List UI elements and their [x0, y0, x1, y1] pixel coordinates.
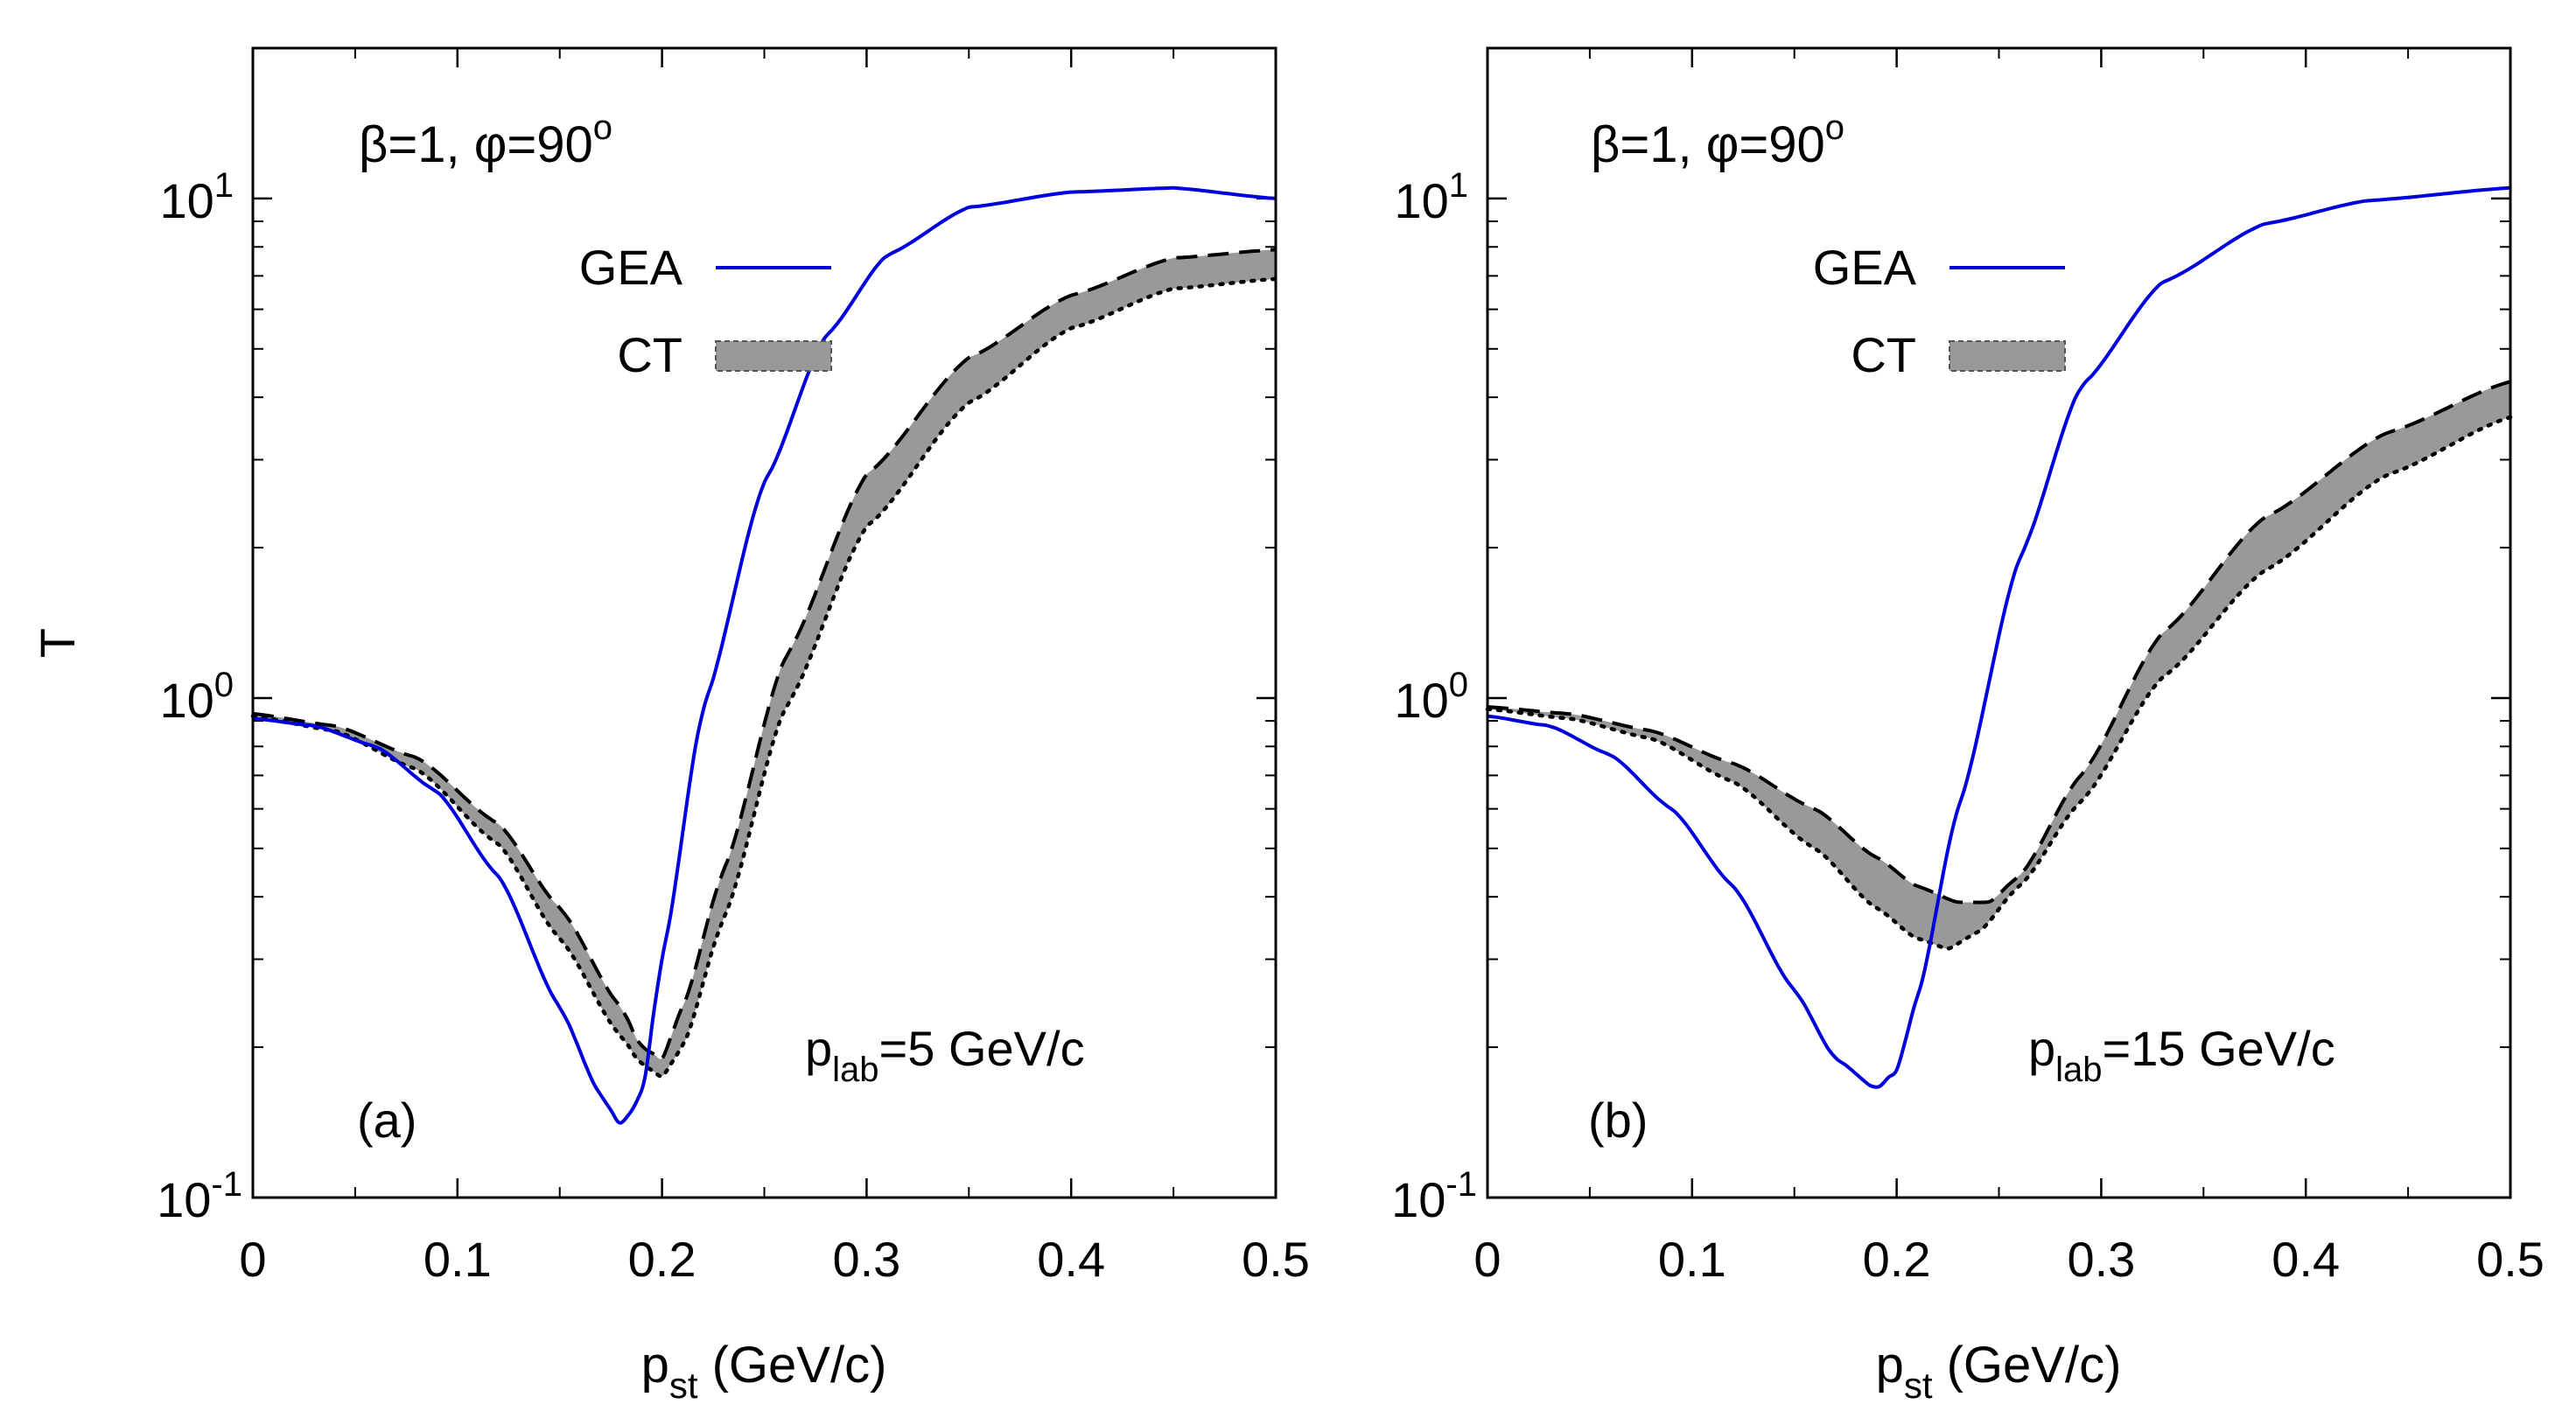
- panel-a-gea-line: [252, 185, 1277, 1125]
- panel-a: 0 0.1 0.2 0.3 0.4 0.5 10-1 100 101 β=1, φ=90o GE…: [157, 46, 1310, 1406]
- panel-a-ct-band-fill: [253, 249, 1276, 1077]
- panel-a-xtick-label: 0: [239, 1232, 266, 1287]
- panel-b-ytick-label: 100: [1394, 666, 1468, 728]
- panel-a-ct-band: [253, 249, 1276, 1077]
- panel-b-annotation: β=1, φ=90o: [1591, 108, 1844, 173]
- panel-a-ytick-label: 100: [159, 666, 234, 728]
- panel-a-legend-ct-swatch: [715, 340, 832, 372]
- panel-a-xtick-label: 0.1: [424, 1232, 492, 1287]
- panel-b-frame: [1486, 46, 2512, 1199]
- panel-b-xtick-label: 0.5: [2476, 1232, 2544, 1287]
- panel-b-gea-line: [1487, 185, 2511, 1089]
- panel-b-xtick-label: 0: [1474, 1232, 1501, 1287]
- panel-b-legend-gea-label: GEA: [1813, 240, 1917, 295]
- panel-a-ytick-label: 10-1: [157, 1165, 242, 1227]
- panel-b-ytick-label: 10-1: [1391, 1165, 1477, 1227]
- panel-b-ct-band: [1488, 381, 2510, 949]
- panel-b-ct-dotted-line: [1485, 415, 2513, 951]
- panel-a-annotation: β=1, φ=90o: [359, 108, 612, 173]
- panel-a-legend-ct-label: CT: [617, 327, 682, 382]
- panel-a-ct-dashed-line: [252, 248, 1277, 1061]
- panel-a-x-axis-label: pst (GeV/c): [641, 1337, 887, 1406]
- panel-b-ytick-label: 101: [1394, 166, 1468, 228]
- panel-b-ticks: 0 0.1 0.2 0.3 0.4 0.5 10-1 100 101: [1391, 47, 2544, 1287]
- panel-b-ct-dashed-line: [1487, 380, 2511, 905]
- panel-a-plab: plab=5 GeV/c: [805, 1021, 1085, 1089]
- panel-b-x-axis-label: pst (GeV/c): [1876, 1337, 2122, 1406]
- panel-b-legend-ct-label: CT: [1851, 327, 1916, 382]
- panel-a-xtick-label: 0.3: [832, 1232, 900, 1287]
- panel-b-lines: [1485, 185, 2513, 1089]
- panel-b: 0 0.1 0.2 0.3 0.4 0.5 10-1 100 101 β=1, φ=90o GE…: [1391, 46, 2544, 1406]
- panel-a-frame: [251, 46, 1278, 1199]
- panel-b-legend-ct-swatch: [1949, 340, 2066, 372]
- panel-a-xtick-label: 0.4: [1037, 1232, 1105, 1287]
- panel-a-ticks: 0 0.1 0.2 0.3 0.4 0.5 10-1 100 101: [157, 47, 1310, 1287]
- panel-b-plab: plab=15 GeV/c: [2028, 1021, 2335, 1089]
- panel-b-xtick-label: 0.1: [1658, 1232, 1726, 1287]
- panel-a-label: (a): [357, 1093, 416, 1148]
- panel-a-xtick-label: 0.2: [628, 1232, 696, 1287]
- panel-b-xtick-label: 0.4: [2272, 1232, 2340, 1287]
- panel-b-xtick-label: 0.3: [2067, 1232, 2135, 1287]
- y-axis-label: T: [30, 628, 85, 658]
- panel-b-xtick-label: 0.2: [1863, 1232, 1931, 1287]
- panel-a-ct-dotted-line: [250, 276, 1278, 1079]
- panel-b-ct-band-fill: [1488, 381, 2510, 949]
- panel-a-xtick-label: 0.5: [1242, 1232, 1310, 1287]
- panel-a-ytick-label: 101: [159, 166, 234, 228]
- panel-a-legend-gea-label: GEA: [579, 240, 683, 295]
- panel-b-label: (b): [1588, 1093, 1648, 1148]
- panel-a-lines: [250, 185, 1278, 1125]
